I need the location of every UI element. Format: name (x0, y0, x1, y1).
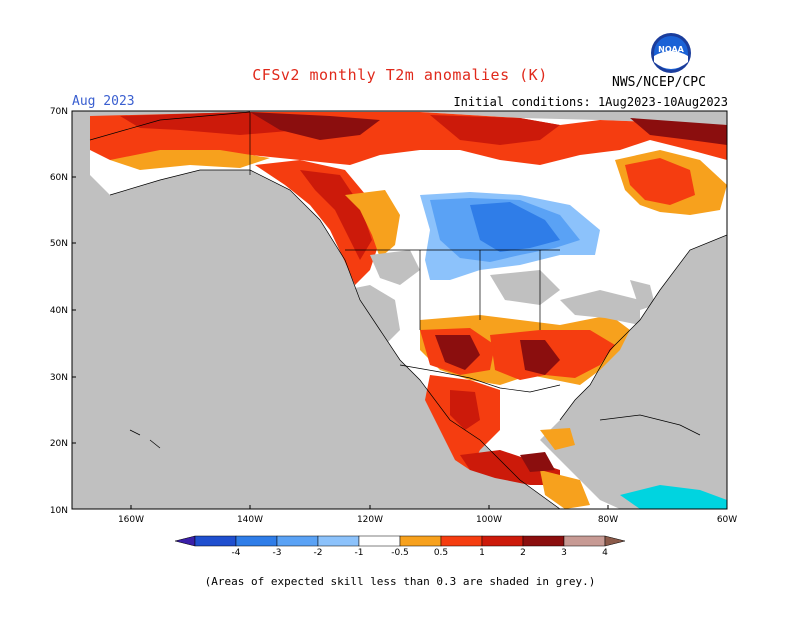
lat-label: 40N (50, 306, 68, 316)
colorbar-cell (194, 535, 237, 547)
lon-label: 80W (598, 515, 618, 525)
colorbar: -4 -3 -2 -1 -0.5 0.5 1 2 3 4 (174, 535, 626, 558)
colorbar-tick-label: 3 (561, 548, 567, 558)
noaa-logo: NOAA (651, 33, 691, 73)
lat-label: 50N (50, 239, 68, 249)
colorbar-cell (174, 535, 196, 547)
colorbar-cell (235, 535, 278, 547)
colorbar-cell (276, 535, 319, 547)
colorbar-cell (481, 535, 524, 547)
colorbar-cell (440, 535, 483, 547)
colorbar-cell (604, 535, 626, 547)
lon-label: 140W (237, 515, 263, 525)
longitude-labels: 160W 140W 120W 100W 80W 60W (118, 515, 737, 525)
lat-ticks (72, 110, 728, 509)
lat-label: 30N (50, 373, 68, 383)
forecast-month: Aug 2023 (72, 94, 135, 109)
chart-title: CFSv2 monthly T2m anomalies (K) (252, 66, 548, 84)
colorbar-cell (522, 535, 565, 547)
colorbar-tick-label: -0.5 (391, 548, 409, 558)
colorbar-tick-label: -1 (355, 548, 364, 558)
logo-text: NOAA (658, 45, 684, 54)
colorbar-tick-label: -3 (273, 548, 282, 558)
colorbar-tick-label: -2 (314, 548, 323, 558)
lat-label: 20N (50, 439, 68, 449)
colorbar-tick-label: 4 (602, 548, 608, 558)
colorbar-tick-label: 2 (520, 548, 526, 558)
lon-label: 60W (717, 515, 737, 525)
colorbar-cell (358, 535, 401, 547)
lon-label: 160W (118, 515, 144, 525)
colorbar-cell (399, 535, 442, 547)
lon-label: 100W (476, 515, 502, 525)
agency-label: NWS/NCEP/CPC (612, 75, 706, 90)
colorbar-cell (317, 535, 360, 547)
lon-label: 120W (357, 515, 383, 525)
lat-label: 10N (50, 506, 68, 516)
initial-conditions: Initial conditions: 1Aug2023-10Aug2023 (453, 95, 728, 109)
colorbar-cell (563, 535, 606, 547)
anomaly-field (90, 112, 727, 509)
lat-label: 60N (50, 173, 68, 183)
colorbar-tick-label: 1 (479, 548, 485, 558)
coastlines (89, 111, 727, 509)
colorbar-tick-label: 0.5 (434, 548, 448, 558)
skill-footnote: (Areas of expected skill less than 0.3 a… (204, 575, 596, 588)
lat-label: 70N (50, 107, 68, 117)
colorbar-tick-label: -4 (232, 548, 241, 558)
latitude-labels: 70N 60N 50N 40N 30N 20N 10N (50, 107, 68, 516)
